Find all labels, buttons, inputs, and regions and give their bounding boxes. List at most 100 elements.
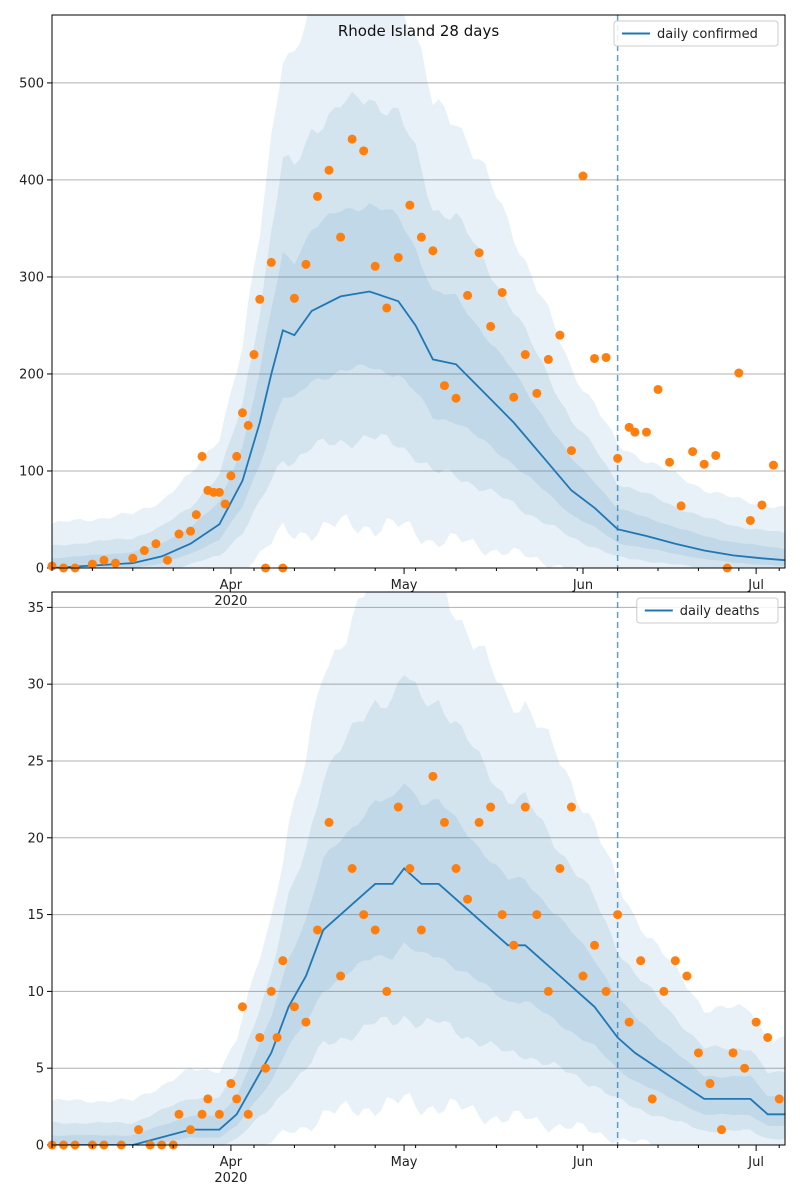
data-point [578, 971, 588, 981]
data-point [261, 1063, 271, 1073]
data-point [266, 257, 276, 267]
data-point [186, 1125, 196, 1135]
data-point [439, 817, 449, 827]
y-tick-label: 5 [36, 1062, 44, 1077]
y-tick-label: 35 [27, 601, 44, 616]
data-point [197, 1109, 207, 1119]
plot-area [52, 592, 785, 1145]
data-point [555, 330, 565, 340]
data-point [237, 1002, 247, 1012]
data-point [693, 1048, 703, 1058]
data-point [312, 925, 322, 935]
data-point [532, 910, 542, 920]
data-point [226, 471, 236, 481]
data-point [416, 925, 426, 935]
x-tick-label: May [391, 578, 418, 593]
data-point [232, 451, 242, 461]
data-point [203, 1094, 213, 1104]
data-point [486, 802, 496, 812]
data-point [255, 294, 265, 304]
data-point [688, 447, 698, 457]
legend-label: daily deaths [680, 604, 760, 619]
y-tick-label: 200 [19, 367, 44, 382]
chart-title: Rhode Island 28 days [338, 22, 499, 40]
data-point [405, 864, 415, 873]
data-point [665, 457, 675, 467]
data-point [162, 555, 172, 565]
x-tick-label: Apr [220, 578, 243, 593]
data-point [566, 802, 576, 812]
data-point [324, 165, 334, 175]
data-point [486, 321, 496, 331]
legend-box [636, 597, 779, 624]
data-point [601, 352, 611, 362]
data-point [347, 134, 357, 144]
y-tick-label: 0 [36, 562, 44, 577]
data-point [99, 555, 109, 565]
data-point [624, 1017, 634, 1027]
data-point [214, 487, 224, 497]
x-tick-label: Jul [747, 578, 764, 593]
data-point [87, 559, 97, 569]
data-point [220, 499, 230, 509]
data-point [128, 553, 138, 563]
axes-frame [51, 14, 786, 569]
y-tick-label: 100 [19, 464, 44, 479]
data-point [711, 450, 721, 460]
data-point [543, 986, 553, 996]
x-tick-year-label: 2020 [214, 594, 247, 609]
data-point [191, 510, 201, 520]
data-point [359, 146, 369, 156]
data-point [243, 420, 253, 430]
x-tick-label: Apr [220, 1155, 243, 1170]
data-point [763, 1032, 773, 1042]
data-point [272, 1032, 282, 1042]
y-tick-label: 500 [19, 76, 44, 91]
y-tick-label: 30 [27, 678, 44, 693]
data-point [676, 501, 686, 511]
data-point [174, 1109, 184, 1119]
data-point [757, 500, 767, 510]
data-point [428, 246, 438, 256]
series-line [52, 290, 785, 568]
data-point [249, 350, 259, 360]
data-point [520, 350, 530, 360]
legend-box [613, 20, 779, 47]
data-point [774, 1094, 784, 1104]
data-point [751, 1017, 761, 1027]
data-point [601, 986, 611, 996]
data-point [451, 864, 461, 873]
data-point [226, 1079, 236, 1089]
data-point [278, 956, 288, 966]
data-point [266, 986, 276, 996]
data-point [653, 384, 663, 394]
data-point [659, 986, 669, 996]
data-point [405, 200, 415, 210]
data-point [682, 971, 692, 981]
data-point [613, 910, 623, 920]
legend: daily confirmed [613, 20, 779, 47]
y-tick-label: 400 [19, 173, 44, 188]
data-point [301, 1017, 311, 1027]
legend-label: daily confirmed [657, 27, 758, 42]
data-point [232, 1094, 242, 1104]
data-point [566, 446, 576, 456]
data-point [509, 392, 519, 402]
legend: daily deaths [636, 597, 779, 624]
data-point [520, 802, 530, 812]
data-point [139, 546, 149, 556]
data-point [670, 956, 680, 966]
uncertainty-band [52, 592, 785, 1145]
series-line [52, 867, 785, 1145]
x-tick-label: Jun [572, 1155, 593, 1170]
data-point [439, 381, 449, 391]
data-point [312, 191, 322, 201]
data-point [717, 1125, 727, 1135]
data-point [497, 910, 507, 920]
data-point [647, 1094, 657, 1104]
y-tick-label: 300 [19, 270, 44, 285]
data-point [134, 1125, 144, 1135]
